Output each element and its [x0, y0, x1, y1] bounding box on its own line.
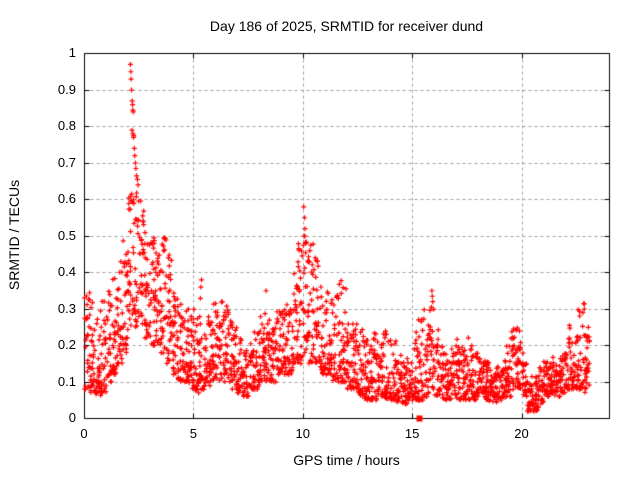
y-tick-label: 0.9 — [57, 81, 76, 97]
x-tick-label: 5 — [189, 426, 197, 441]
y-tick-label: 1 — [68, 45, 76, 60]
y-tick-label: 0.6 — [57, 191, 76, 206]
y-tick-label: 0.1 — [57, 373, 76, 389]
chart-title: Day 186 of 2025, SRMTID for receiver dun… — [209, 18, 484, 34]
y-tick-label: 0.8 — [57, 118, 76, 133]
x-tick-label: 15 — [404, 426, 420, 441]
y-tick-label: 0.4 — [57, 264, 76, 279]
y-axis-label: SRMTID / TECUs — [6, 179, 22, 291]
x-axis-label: GPS time / hours — [293, 452, 400, 468]
y-tick-label: 0.5 — [57, 227, 76, 243]
y-tick-label: 0.2 — [57, 337, 76, 352]
x-tick-label: 0 — [80, 426, 88, 441]
y-tick-label: 0.3 — [57, 300, 76, 316]
y-tick-label: 0.7 — [57, 154, 76, 170]
x-tick-label: 20 — [514, 426, 529, 441]
y-tick-label: 0 — [68, 410, 76, 425]
x-tick-label: 10 — [295, 426, 310, 441]
